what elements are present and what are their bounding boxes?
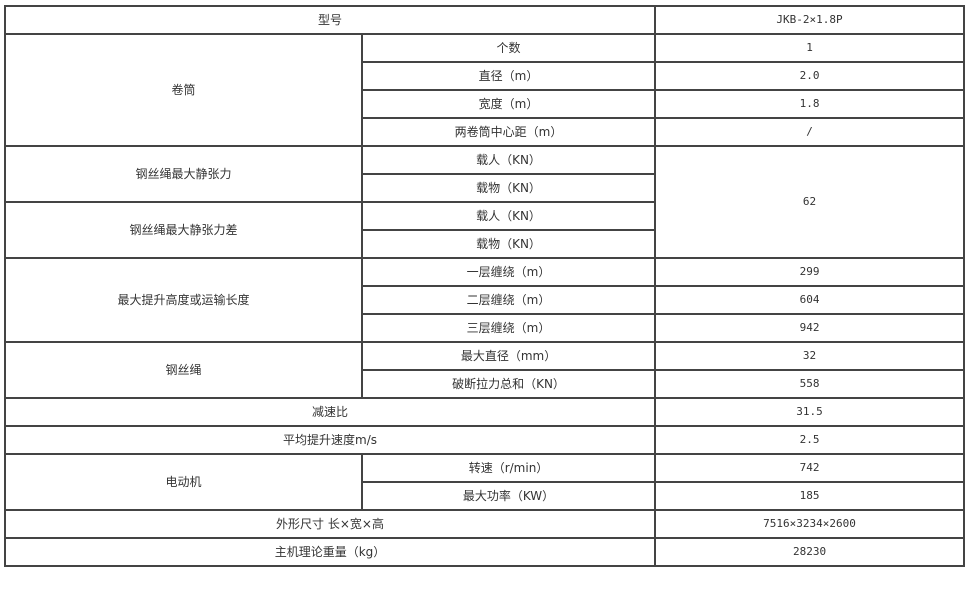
- cell-label: 最大功率（KW）: [360, 481, 657, 511]
- cell-label: 直径（m）: [360, 61, 657, 91]
- cell-label: 转速（r/min）: [360, 453, 657, 483]
- table-row: 外形尺寸 长×宽×高 7516×3234×2600: [3, 509, 966, 539]
- cell-value: 62: [654, 145, 966, 259]
- table-row: 主机理论重量（kg） 28230: [3, 537, 966, 567]
- table-row: 三层缠绕（m） 942: [5, 313, 966, 343]
- cell-label: 一层缠绕（m）: [360, 257, 657, 287]
- cell-value: 7516×3234×2600: [654, 509, 966, 539]
- group-label: 电动机: [4, 453, 363, 511]
- table-row: 电动机 转速（r/min） 742: [4, 453, 966, 511]
- cell-label: 平均提升速度m/s: [3, 425, 657, 455]
- cell-label: 外形尺寸 长×宽×高: [3, 509, 657, 539]
- cell-label: 载物（KN）: [360, 173, 657, 203]
- cell-label: 破断拉力总和（KN）: [360, 369, 657, 399]
- cell-value: 185: [654, 481, 966, 511]
- cell-value: 28230: [654, 537, 966, 567]
- cell-label: 主机理论重量（kg）: [3, 537, 657, 567]
- cell-value: 32: [654, 341, 966, 371]
- cell-value: 2.0: [654, 61, 966, 91]
- cell-value: 31.5: [654, 397, 966, 427]
- cell-label: 型号: [3, 5, 657, 35]
- cell-value: 299: [654, 257, 966, 287]
- table-row: 最大功率（KW） 185: [5, 481, 966, 511]
- table-row: 破断拉力总和（KN） 558: [5, 369, 966, 399]
- table-row: 二层缠绕（m） 604: [5, 285, 966, 315]
- cell-value: 1.8: [654, 89, 966, 119]
- group-label: 钢丝绳最大静张力差: [4, 201, 363, 259]
- table-row: 平均提升速度m/s 2.5: [3, 425, 966, 455]
- cell-value: /: [654, 117, 966, 147]
- table-row: 钢丝绳最大静张力 载人（KN） 62: [4, 145, 966, 259]
- group-label: 最大提升高度或运输长度: [4, 257, 363, 343]
- cell-label: 个数: [360, 33, 657, 63]
- cell-value: 742: [654, 453, 966, 483]
- table-row: 最大提升高度或运输长度 一层缠绕（m） 299: [4, 257, 966, 343]
- table-row: 减速比 31.5: [3, 397, 966, 427]
- cell-value: 942: [654, 313, 966, 343]
- cell-label: 载人（KN）: [360, 201, 657, 231]
- cell-value: 2.5: [654, 425, 966, 455]
- group-label: 钢丝绳: [4, 341, 363, 399]
- cell-label: 宽度（m）: [360, 89, 657, 119]
- cell-label: 两卷筒中心距（m）: [360, 117, 657, 147]
- table-row: 卷筒 个数 1: [4, 33, 966, 147]
- table-row: 型号 JKB-2×1.8P: [3, 5, 966, 35]
- cell-label: 三层缠绕（m）: [360, 313, 657, 343]
- cell-label: 载人（KN）: [360, 145, 657, 175]
- group-label: 卷筒: [4, 33, 363, 147]
- cell-label: 载物（KN）: [360, 229, 657, 259]
- table-row: 载物（KN）: [5, 173, 964, 203]
- table-row: 直径（m） 2.0: [5, 61, 966, 91]
- cell-value: 558: [654, 369, 966, 399]
- cell-value: JKB-2×1.8P: [654, 5, 966, 35]
- table-row: 两卷筒中心距（m） /: [5, 117, 966, 147]
- table-row: 钢丝绳 最大直径（mm） 32: [4, 341, 966, 399]
- cell-value: 604: [654, 285, 966, 315]
- cell-label: 二层缠绕（m）: [360, 285, 657, 315]
- group-label: 钢丝绳最大静张力: [4, 145, 363, 203]
- cell-label: 最大直径（mm）: [360, 341, 657, 371]
- spec-table: 型号 JKB-2×1.8P 卷筒 个数 1 直径（m） 2.0 宽度（m） 1.8 两卷筒…: [3, 5, 966, 567]
- table-row: 钢丝绳最大静张力差 载人（KN）: [4, 201, 964, 259]
- table-row: 宽度（m） 1.8: [5, 89, 966, 119]
- cell-label: 减速比: [3, 397, 657, 427]
- table-row: 载物（KN）: [5, 229, 964, 259]
- cell-value: 1: [654, 33, 966, 63]
